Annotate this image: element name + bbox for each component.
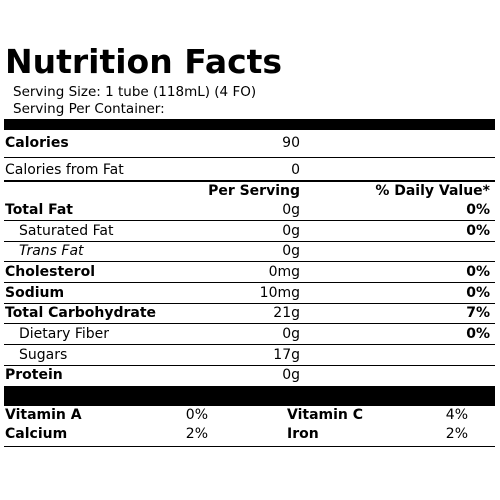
divider bbox=[4, 323, 495, 324]
divider bbox=[4, 303, 495, 304]
vitamin-label: Vitamin A bbox=[5, 407, 82, 423]
nutrient-amount: 0mg bbox=[268, 264, 300, 280]
divider bbox=[4, 365, 495, 366]
calories-label: Calories bbox=[5, 135, 69, 151]
nutrient-label: Total Carbohydrate bbox=[5, 305, 157, 321]
nutrient-daily-value: 0% bbox=[466, 285, 490, 301]
panel-title: Nutrition Facts bbox=[5, 42, 283, 81]
vitamin-value: 0% bbox=[185, 407, 208, 423]
nutrient-row: Cholesterol 0mg 0% bbox=[0, 262, 500, 282]
nutrient-daily-value: 0% bbox=[466, 264, 490, 280]
nutrient-amount: 0g bbox=[282, 367, 300, 383]
divider bbox=[4, 220, 495, 221]
nutrient-row: Protein 0g bbox=[0, 365, 500, 385]
nutrient-label: Dietary Fiber bbox=[19, 326, 110, 342]
nutrient-row: Saturated Fat 0g 0% bbox=[0, 221, 500, 241]
nutrient-amount: 0g bbox=[282, 326, 300, 342]
column-header-row: Per Serving % Daily Value* bbox=[0, 181, 500, 201]
per-serving-header: Per Serving bbox=[208, 183, 300, 199]
calories-row: Calories 90 bbox=[0, 133, 500, 153]
nutrient-label: Saturated Fat bbox=[19, 223, 114, 239]
nutrient-label: Sugars bbox=[19, 347, 68, 363]
calories-value: 90 bbox=[282, 135, 300, 151]
mineral-label: Iron bbox=[287, 426, 319, 442]
nutrient-label: Trans Fat bbox=[19, 243, 84, 259]
divider bbox=[4, 344, 495, 345]
divider bbox=[4, 157, 495, 158]
nutrient-label: Protein bbox=[5, 367, 63, 383]
nutrient-row: Dietary Fiber 0g 0% bbox=[0, 324, 500, 344]
nutrient-label: Total Fat bbox=[5, 202, 74, 218]
calories-from-fat-label: Calories from Fat bbox=[5, 162, 124, 178]
nutrient-label: Sodium bbox=[5, 285, 65, 301]
vitamin-label: Vitamin C bbox=[287, 407, 364, 423]
nutrient-daily-value: 0% bbox=[466, 223, 490, 239]
thick-divider bbox=[4, 119, 495, 130]
daily-value-header: % Daily Value* bbox=[375, 183, 490, 199]
bottom-divider bbox=[4, 446, 495, 447]
mineral-value: 2% bbox=[445, 426, 468, 442]
nutrient-daily-value: 0% bbox=[466, 326, 490, 342]
divider bbox=[4, 282, 495, 283]
divider bbox=[4, 241, 495, 242]
serving-per-container: Serving Per Container: bbox=[13, 101, 165, 117]
nutrient-daily-value: 7% bbox=[466, 305, 490, 321]
nutrient-row: Total Fat 0g 0% bbox=[0, 200, 500, 220]
nutrient-amount: 0g bbox=[282, 243, 300, 259]
calories-from-fat-row: Calories from Fat 0 bbox=[0, 160, 500, 180]
divider bbox=[4, 261, 495, 262]
serving-size: Serving Size: 1 tube (118mL) (4 FO) bbox=[13, 84, 257, 100]
mineral-label: Calcium bbox=[5, 426, 68, 442]
mineral-value: 2% bbox=[185, 426, 208, 442]
nutrient-label: Cholesterol bbox=[5, 264, 95, 280]
nutrient-amount: 0g bbox=[282, 223, 300, 239]
nutrient-amount: 21g bbox=[273, 305, 300, 321]
nutrient-amount: 17g bbox=[273, 347, 300, 363]
thick-divider bbox=[4, 386, 495, 406]
medium-divider bbox=[4, 180, 495, 182]
vitamin-value: 4% bbox=[445, 407, 468, 423]
nutrient-row: Trans Fat 0g bbox=[0, 241, 500, 261]
calories-from-fat-value: 0 bbox=[291, 162, 300, 178]
nutrient-row: Sodium 10mg 0% bbox=[0, 283, 500, 303]
nutrient-daily-value: 0% bbox=[466, 202, 490, 218]
nutrient-row: Sugars 17g bbox=[0, 345, 500, 365]
nutrient-amount: 0g bbox=[282, 202, 300, 218]
nutrient-amount: 10mg bbox=[259, 285, 300, 301]
nutrient-row: Total Carbohydrate 21g 7% bbox=[0, 303, 500, 323]
